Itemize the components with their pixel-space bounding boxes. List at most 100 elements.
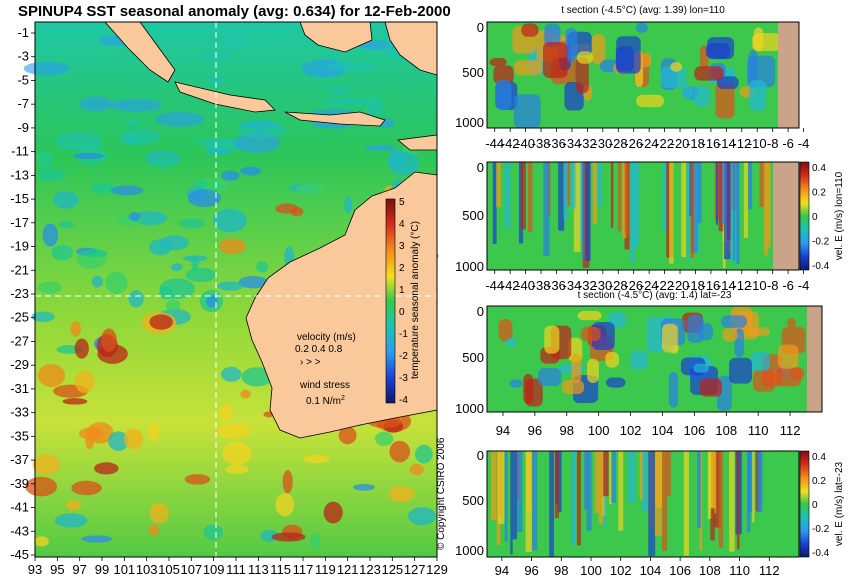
map-anomaly-feature <box>74 370 95 393</box>
section-feature <box>558 162 565 231</box>
map-anomaly-feature <box>149 314 173 330</box>
map-anomaly-feature <box>203 524 224 541</box>
section-panel-1: t section (-4.5°C) (avg: 1.39) lon=110 0 5… <box>455 5 809 151</box>
map-colorbar-tick: -4 <box>399 395 408 406</box>
panel-x-tick-label: -26 <box>624 136 643 151</box>
panel-x-tick-label: -12 <box>732 136 751 151</box>
map-colorbar-tick: 3 <box>399 241 405 252</box>
map-anomaly-feature <box>101 328 117 353</box>
map-y-tick-label: -15 <box>10 191 29 206</box>
panel-x-tick-label: 98 <box>560 423 574 438</box>
map-anomaly-feature <box>221 170 240 181</box>
map-anomaly-feature <box>33 536 49 547</box>
section-feature <box>525 451 532 553</box>
section-feature <box>641 451 648 512</box>
map-y-tick-label: -41 <box>10 500 29 515</box>
map-anomaly-feature <box>171 263 183 272</box>
panel-land <box>778 22 799 128</box>
section-feature <box>715 82 735 119</box>
panel-x-tick-label: -6 <box>782 136 794 151</box>
section-feature <box>598 451 604 524</box>
panel-colorbar-label: vel. E (m/s) lon=110 <box>834 171 845 260</box>
map-land-islands <box>284 111 386 127</box>
panel-x-tick-label: 106 <box>684 423 706 438</box>
map-anomaly-feature <box>217 423 251 440</box>
panel-x-tick-label: -38 <box>532 136 551 151</box>
section-panels: t section (-4.5°C) (avg: 1.39) lon=110 0 5… <box>455 5 845 578</box>
panel-y-tick-label: 0 <box>477 304 484 319</box>
velocity-legend-values: 0.2 0.4 0.8 <box>295 344 343 355</box>
map-colorbar-ticks: 5 4 3 2 1 0 -1 -2 -3 -4 <box>399 197 408 406</box>
panel-x-tick-label: -34 <box>563 136 582 151</box>
map-anomaly-feature <box>128 212 141 222</box>
section-feature <box>531 451 538 551</box>
section-feature <box>528 162 533 233</box>
section-feature <box>513 94 541 129</box>
map-y-tick-label: -45 <box>10 547 29 562</box>
map-anomaly-feature <box>79 249 108 258</box>
section-feature <box>720 315 748 328</box>
map-anomaly-feature <box>240 389 251 399</box>
map-x-tick-label: 107 <box>180 562 202 577</box>
panel-y-tick-label: 500 <box>462 350 484 365</box>
map-anomaly-feature <box>149 238 172 256</box>
section-feature <box>766 162 771 248</box>
map-anomaly-feature <box>31 311 55 322</box>
panel-background <box>487 162 799 270</box>
map-colorbar-tick: 0 <box>399 307 405 318</box>
map-anomaly-feature <box>409 463 424 476</box>
panel-colorbar-tick: 0.4 <box>812 452 826 463</box>
section-feature <box>585 162 591 262</box>
map-y-tick-label: -11 <box>11 144 29 159</box>
section-feature <box>521 23 539 37</box>
section-feature <box>523 373 534 405</box>
map-anomaly-feature <box>212 208 248 233</box>
section-feature <box>504 162 511 228</box>
section-feature <box>681 162 687 258</box>
panel-colorbar-tick: 0 <box>812 212 818 223</box>
section-feature <box>514 60 543 76</box>
section-feature <box>661 323 678 353</box>
map-anomaly-feature <box>159 278 195 300</box>
panel-colorbar-tick: -0.2 <box>812 237 830 248</box>
section-feature <box>682 84 694 100</box>
map-anomaly-feature <box>322 97 373 106</box>
section-feature <box>668 371 679 408</box>
main-map: 5 4 3 2 1 0 -1 -2 -3 -4 temperature seasonal anom… <box>10 21 448 577</box>
panel-x-tick-label: 104 <box>652 423 674 438</box>
section-feature <box>690 162 695 258</box>
map-anomaly-feature <box>205 295 219 308</box>
panel-x-tick-label: -20 <box>671 278 690 293</box>
map-anomaly-feature <box>90 181 116 194</box>
map-anomaly-feature <box>221 366 242 382</box>
section-feature <box>618 451 624 531</box>
map-anomaly-feature <box>74 338 89 359</box>
map-anomaly-feature <box>58 221 75 228</box>
map-anomaly-feature <box>51 244 74 261</box>
map-y-tick-label: -39 <box>10 476 29 491</box>
section-feature <box>630 350 648 370</box>
map-anomaly-feature <box>110 98 162 112</box>
map-anomaly-feature <box>187 189 221 208</box>
panel-x-tick-label: -18 <box>686 136 705 151</box>
section-feature <box>635 22 648 33</box>
panel-land <box>773 162 799 270</box>
section-feature <box>743 162 748 238</box>
section-feature <box>570 162 576 209</box>
map-y-tick-label: -7 <box>17 96 29 111</box>
panel-colorbar <box>799 450 810 558</box>
section-feature <box>759 162 765 208</box>
section-feature <box>543 42 568 78</box>
panel-x-tick-label: 110 <box>748 423 769 438</box>
map-anomaly-feature <box>62 398 88 405</box>
panel-x-tick-label: 94 <box>495 563 509 578</box>
panel-x-tick-label: -40 <box>516 278 535 293</box>
map-colorbar-tick: 2 <box>399 263 405 274</box>
section-feature <box>554 451 560 519</box>
map-anomaly-feature <box>128 290 144 308</box>
panel-x-tick-label: 112 <box>759 563 780 578</box>
map-colorbar-tick: 5 <box>399 197 405 208</box>
map-anomaly-feature <box>94 462 119 475</box>
map-y-tick-label: -43 <box>10 523 29 538</box>
map-y-tick-label: -33 <box>10 405 29 420</box>
